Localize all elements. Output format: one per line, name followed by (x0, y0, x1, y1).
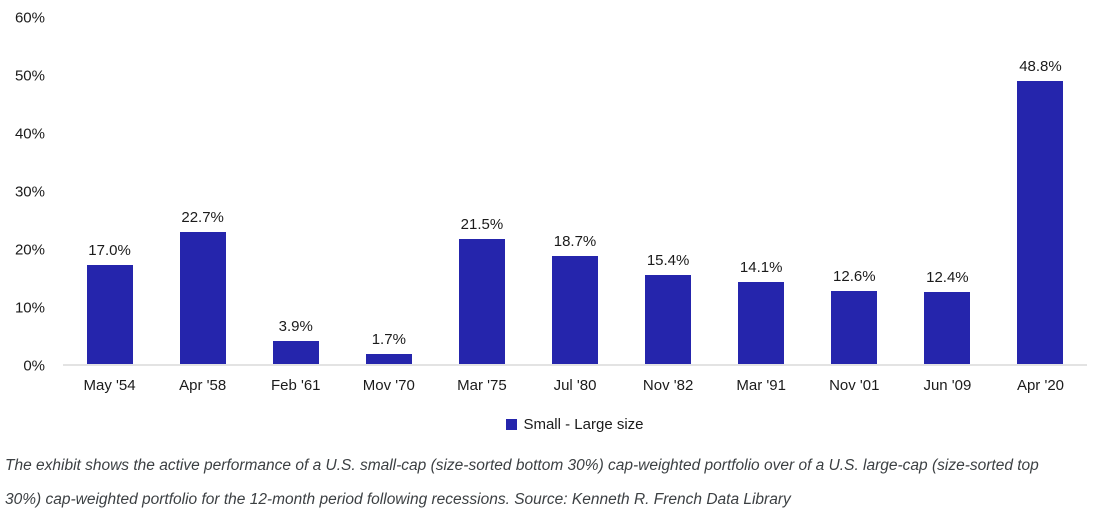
bar (738, 282, 785, 364)
x-tick-label: Jul '80 (553, 377, 597, 394)
bar-slot: 15.4% (622, 18, 715, 364)
x-tick-label: Jun '09 (923, 377, 972, 394)
bar-slot: 18.7% (528, 18, 621, 364)
bar-slot: 12.6% (808, 18, 901, 364)
x-tick-label: Mar '91 (736, 377, 786, 394)
x-tick-label: Apr '58 (179, 377, 227, 394)
bar-value-label: 18.7% (553, 232, 597, 250)
x-tick-label: Nov '01 (829, 377, 880, 394)
bar (924, 292, 971, 364)
bar-value-label: 14.1% (739, 259, 783, 277)
bar-value-label: 22.7% (181, 209, 224, 227)
bar (552, 255, 599, 364)
bar-slot: 21.5% (435, 18, 528, 364)
bar (458, 239, 505, 364)
bar-value-label: 1.7% (371, 331, 406, 349)
bar-chart: 60% 50% 40% 30% 20% 10% 0% 17.0% 22.7% 3.9% 1.7% 2… (0, 10, 1087, 433)
x-tick-label: Mov '70 (362, 377, 415, 394)
bar-value-label: 12.6% (833, 267, 876, 285)
bar-slot: 3.9% (249, 18, 342, 364)
y-tick-label: 30% (14, 183, 45, 201)
bar-value-label: 17.0% (88, 242, 131, 260)
bar (365, 354, 412, 364)
legend-label: Small - Large size (523, 416, 644, 433)
bar-slot: 48.8% (994, 18, 1087, 364)
bar-value-label: 3.9% (278, 318, 313, 336)
bar-value-label: 48.8% (1019, 57, 1062, 75)
bar-slot: 12.4% (901, 18, 994, 364)
bar (272, 341, 319, 364)
bar (1017, 80, 1064, 364)
bar-slot: 22.7% (156, 18, 249, 364)
bar (86, 265, 133, 364)
chart-caption: The exhibit shows the active performance… (5, 449, 1099, 517)
plot-area: 17.0% 22.7% 3.9% 1.7% 21.5% 18.7% 15.4% 14.1% 12… (63, 18, 1087, 366)
legend: Small - Large size (63, 416, 1087, 433)
bar-slot: 1.7% (342, 18, 435, 364)
bar-slot: 14.1% (715, 18, 808, 364)
bar (179, 232, 226, 364)
bar-value-label: 15.4% (646, 251, 690, 269)
y-tick-label: 0% (23, 357, 45, 375)
x-tick-label: Feb '61 (270, 377, 321, 394)
y-tick-label: 10% (14, 299, 45, 317)
x-tick-label: May '54 (83, 377, 136, 394)
bar-value-label: 21.5% (460, 216, 504, 234)
bar (831, 290, 878, 364)
caption-line-2: 30%) cap-weighted portfolio for the 12-m… (5, 491, 791, 508)
x-tick-label: Apr '20 (1016, 377, 1065, 394)
bar-slot: 17.0% (63, 18, 156, 364)
y-tick-label: 20% (14, 241, 45, 259)
y-axis: 60% 50% 40% 30% 20% 10% 0% (0, 10, 45, 375)
x-axis: May '54 Apr '58 Feb '61 Mov '70 Mar '75 Jul '… (63, 377, 1087, 394)
bar-value-label: 12.4% (926, 269, 969, 287)
x-tick-label: Mar '75 (457, 377, 507, 394)
y-tick-label: 60% (14, 9, 45, 27)
caption-line-1: The exhibit shows the active performance… (5, 457, 1039, 474)
bar (645, 274, 692, 364)
x-tick-label: Nov '82 (642, 377, 694, 394)
y-tick-label: 50% (14, 67, 45, 85)
y-tick-label: 40% (14, 125, 45, 143)
legend-swatch-icon (506, 419, 518, 430)
